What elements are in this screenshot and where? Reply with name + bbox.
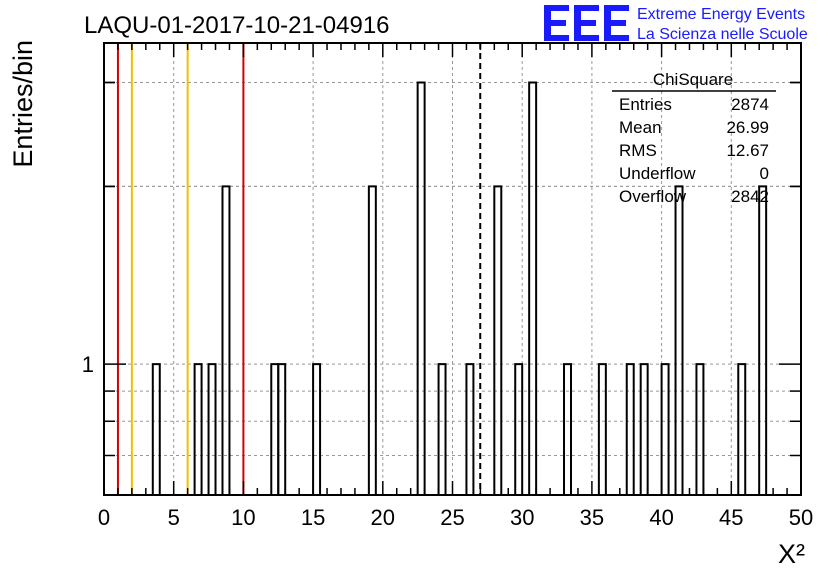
stats-label: RMS (619, 141, 657, 160)
histogram-bar (151, 363, 161, 495)
logo-e-mid (574, 20, 596, 26)
eee-logo: Extreme Energy Events La Scienza nelle S… (544, 5, 808, 43)
histogram-bar (695, 363, 705, 495)
y-axis-title: Entries/bin (8, 40, 38, 168)
eee-logo-mark-icon (544, 5, 629, 41)
x-tick-label: 30 (510, 505, 534, 530)
stats-title: ChiSquare (653, 70, 733, 89)
stats-value: 0 (760, 164, 769, 183)
x-axis-title: X² (778, 539, 805, 569)
histogram-bars (151, 81, 768, 495)
x-tick-label: 5 (168, 505, 180, 530)
stats-box: ChiSquare Entries 2874 Mean 26.99 RMS 12.67 Un… (612, 70, 776, 206)
x-tick-label: 40 (649, 505, 673, 530)
x-tick-label: 25 (440, 505, 464, 530)
histogram-bar (639, 363, 649, 495)
histogram-bar (625, 363, 635, 495)
histogram-bar (270, 363, 280, 495)
logo-e-top (604, 5, 629, 11)
histogram-bar (277, 363, 287, 495)
x-tick-label: 20 (371, 505, 395, 530)
stats-value: 12.67 (726, 141, 769, 160)
histogram-bar (193, 363, 203, 495)
stats-value: 2874 (731, 95, 769, 114)
x-tick-label: 0 (98, 505, 110, 530)
x-tick-label: 45 (719, 505, 743, 530)
axis-ticks (103, 43, 802, 496)
x-tick-label: 35 (580, 505, 604, 530)
logo-e-mid (544, 20, 566, 26)
tick-labels: 0 5 10 15 20 25 30 35 40 45 50 1 (82, 352, 813, 530)
stats-label: Overflow (619, 187, 687, 206)
logo-e-top (574, 5, 599, 11)
histogram-bar (207, 363, 217, 495)
histogram-bar (465, 363, 475, 495)
histogram-bar (528, 81, 538, 495)
histogram-bar (493, 185, 503, 495)
x-tick-label: 10 (231, 505, 255, 530)
chart-title: LAQU-01-2017-10-21-04916 (84, 12, 390, 39)
stats-rows: Entries 2874 Mean 26.99 RMS 12.67 Underflow 0 Ov… (619, 95, 769, 206)
logo-line-2: La Scienza nelle Scuole (637, 26, 808, 43)
logo-e-bot (574, 35, 599, 41)
histogram-bar (514, 363, 524, 495)
reference-lines (116, 43, 482, 495)
histogram-bar (674, 185, 684, 495)
stats-label: Entries (619, 95, 672, 114)
x-tick-label: 15 (301, 505, 325, 530)
histogram-bar (416, 81, 426, 495)
histogram-bar (312, 363, 322, 495)
stats-label: Mean (619, 118, 662, 137)
histogram-bar (221, 185, 231, 495)
histogram-bar (367, 185, 377, 495)
logo-e-top (544, 5, 569, 11)
logo-e-mid (604, 20, 626, 26)
histogram-bar (737, 363, 747, 495)
histogram-bar (563, 363, 572, 495)
stats-label: Underflow (619, 164, 696, 183)
histogram-bar (758, 185, 768, 495)
stats-value: 2842 (731, 187, 769, 206)
logo-e-bot (544, 35, 569, 41)
histogram-bar (437, 363, 447, 495)
logo-e-bot (604, 35, 629, 41)
y-tick-label: 1 (82, 352, 94, 377)
x-tick-label: 50 (789, 505, 813, 530)
histogram-bar (597, 363, 607, 495)
histogram-bar (660, 363, 670, 495)
stats-value: 26.99 (726, 118, 769, 137)
logo-line-1: Extreme Energy Events (637, 6, 805, 23)
